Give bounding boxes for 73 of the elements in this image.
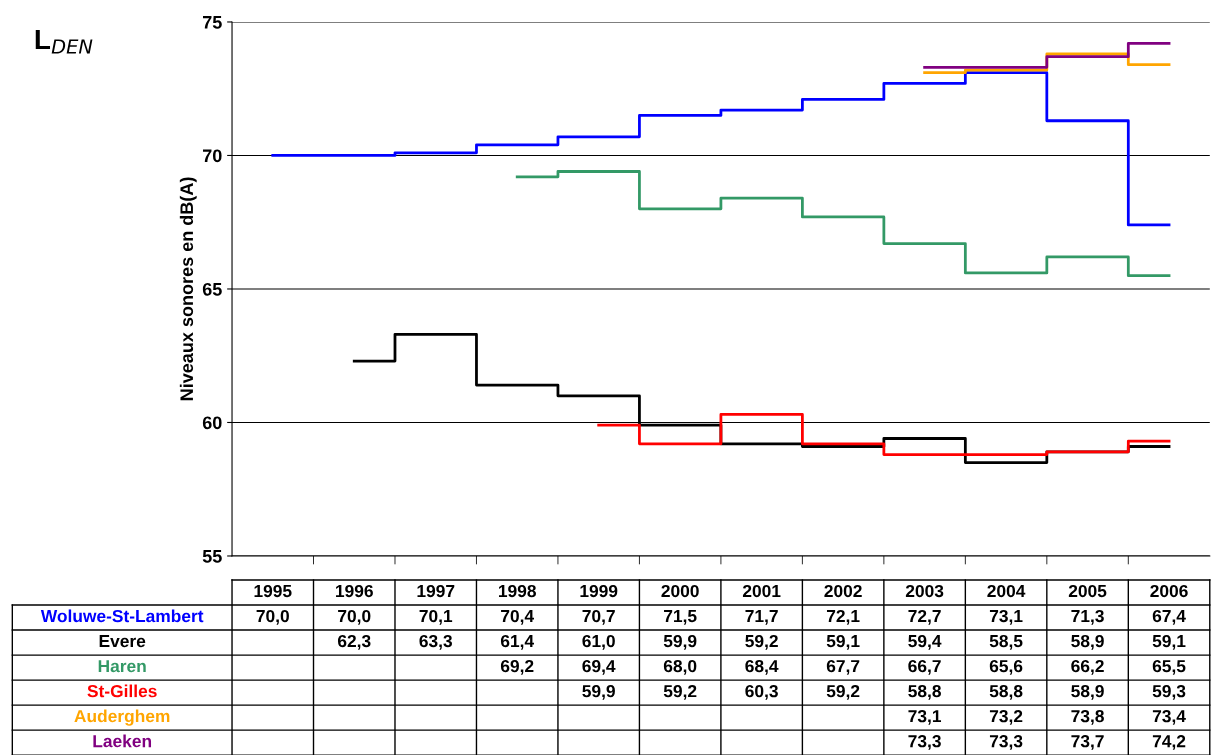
y-tick-label: 55 bbox=[202, 550, 222, 563]
data-label: 62,3 bbox=[337, 634, 371, 650]
data-label: 63,3 bbox=[419, 634, 452, 650]
x-tick-label: 2005 bbox=[1068, 584, 1107, 598]
data-label: 73,8 bbox=[1071, 710, 1104, 725]
text: Haren bbox=[98, 660, 146, 673]
data-label: 65,6 bbox=[989, 659, 1023, 675]
data-label: 59,2 bbox=[745, 634, 778, 650]
data-label: 58,5 bbox=[989, 634, 1023, 650]
data-label: 59,2 bbox=[663, 684, 697, 700]
x-tick-label: 2004 bbox=[987, 584, 1026, 598]
x-tick-label: 2006 bbox=[1150, 584, 1188, 598]
x-tick-label: 1996 bbox=[336, 584, 373, 598]
text: Laeken bbox=[93, 734, 152, 748]
data-label: 73,1 bbox=[989, 609, 1023, 625]
data-label: 58,9 bbox=[1071, 634, 1104, 650]
data-label: 71,3 bbox=[1071, 609, 1104, 625]
data-label: 70,7 bbox=[582, 609, 615, 625]
data-label: 70,1 bbox=[419, 609, 453, 625]
data-label: 59,1 bbox=[826, 634, 860, 650]
data-label: 58,8 bbox=[989, 684, 1023, 700]
data-label: 65,5 bbox=[1152, 659, 1186, 675]
data-label: 68,4 bbox=[745, 659, 779, 675]
text: St-Gilles bbox=[87, 684, 157, 698]
data-label: 73,3 bbox=[908, 735, 941, 750]
data-label: 69,2 bbox=[500, 659, 534, 675]
data-label: 70,4 bbox=[501, 609, 535, 625]
data-label: 59,3 bbox=[1152, 684, 1186, 700]
x-tick-label: 1997 bbox=[417, 584, 455, 598]
data-label: 73,2 bbox=[989, 710, 1023, 725]
data-label: 70,0 bbox=[256, 609, 289, 625]
data-label: 59,1 bbox=[1152, 634, 1186, 650]
data-label: 60,3 bbox=[745, 684, 778, 700]
data-label: 71,7 bbox=[745, 610, 778, 625]
data-label: 59,2 bbox=[826, 684, 860, 700]
x-tick-label: 2002 bbox=[824, 584, 862, 598]
y-tick-label: 75 bbox=[203, 16, 222, 29]
data-label: 59,4 bbox=[908, 634, 942, 650]
data-label: 73,4 bbox=[1152, 710, 1186, 725]
data-label: 58,8 bbox=[908, 684, 941, 700]
x-tick-label: 2001 bbox=[742, 584, 781, 598]
y-axis-title: Niveaux sonores en dB(A) bbox=[179, 177, 197, 401]
data-label: 61,0 bbox=[582, 634, 615, 650]
text: Auderghem bbox=[74, 709, 170, 726]
y-tick-label: 60 bbox=[202, 416, 222, 430]
x-tick-label: 1995 bbox=[254, 584, 292, 598]
data-label: 58,9 bbox=[1071, 684, 1104, 700]
data-label: 73,1 bbox=[908, 710, 942, 725]
data-label: 59,9 bbox=[663, 634, 697, 650]
text: Evere bbox=[99, 635, 146, 648]
data-label: 66,7 bbox=[908, 659, 941, 675]
text: Woluwe-St-Lambert bbox=[40, 609, 204, 623]
data-label: 73,7 bbox=[1071, 735, 1104, 750]
y-tick-label: 65 bbox=[202, 282, 222, 296]
x-tick-label: 2003 bbox=[905, 584, 944, 598]
data-label: 69,4 bbox=[582, 659, 616, 675]
data-label: 74,2 bbox=[1152, 735, 1186, 750]
data-label: 67,4 bbox=[1152, 609, 1186, 625]
data-label: 61,4 bbox=[500, 634, 535, 650]
data-label: 66,2 bbox=[1071, 659, 1104, 675]
data-label: 71,5 bbox=[664, 610, 697, 625]
x-tick-label: 1999 bbox=[580, 584, 618, 598]
chart-title: L$_{DEN}$ bbox=[35, 29, 93, 54]
data-label: 67,7 bbox=[826, 659, 860, 675]
y-tick-label: 70 bbox=[203, 149, 222, 163]
x-tick-label: 2000 bbox=[661, 584, 699, 598]
data-label: 68,0 bbox=[663, 659, 697, 675]
data-label: 72,1 bbox=[826, 609, 860, 625]
x-tick-label: 1998 bbox=[498, 584, 536, 598]
data-label: 73,3 bbox=[989, 735, 1023, 750]
data-label: 70,0 bbox=[338, 609, 371, 625]
data-label: 59,9 bbox=[582, 684, 615, 700]
data-label: 72,7 bbox=[908, 609, 941, 625]
